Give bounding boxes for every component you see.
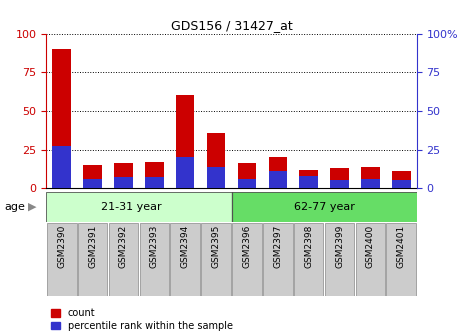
FancyBboxPatch shape (47, 223, 76, 296)
FancyBboxPatch shape (201, 223, 231, 296)
Bar (238, 179, 256, 188)
Text: GSM2390: GSM2390 (57, 225, 66, 268)
Text: GSM2399: GSM2399 (335, 225, 344, 268)
Bar (145, 162, 163, 188)
Text: GSM2394: GSM2394 (181, 225, 190, 268)
Text: GSM2401: GSM2401 (397, 225, 406, 268)
Bar (114, 177, 133, 188)
Text: GSM2392: GSM2392 (119, 225, 128, 268)
Text: GSM2391: GSM2391 (88, 225, 97, 268)
Bar (300, 176, 318, 188)
FancyBboxPatch shape (170, 223, 200, 296)
Text: GSM2400: GSM2400 (366, 225, 375, 268)
Bar (269, 171, 287, 188)
FancyBboxPatch shape (325, 223, 354, 296)
Text: GSM2393: GSM2393 (150, 225, 159, 268)
Bar (52, 49, 71, 188)
Title: GDS156 / 31427_at: GDS156 / 31427_at (171, 19, 292, 33)
Text: 21-31 year: 21-31 year (101, 202, 162, 212)
Bar (176, 157, 194, 188)
Bar (392, 180, 411, 188)
Bar (232, 192, 417, 222)
Bar (83, 165, 102, 188)
FancyBboxPatch shape (387, 223, 416, 296)
Bar (392, 171, 411, 188)
Bar (114, 163, 133, 188)
Bar (52, 146, 71, 188)
Text: GSM2397: GSM2397 (273, 225, 282, 268)
Bar (176, 95, 194, 188)
Text: ▶: ▶ (28, 202, 36, 212)
Text: 62-77 year: 62-77 year (294, 202, 355, 212)
Bar (300, 170, 318, 188)
FancyBboxPatch shape (109, 223, 138, 296)
Bar (269, 157, 287, 188)
Text: GSM2396: GSM2396 (243, 225, 251, 268)
FancyBboxPatch shape (263, 223, 293, 296)
Bar (46, 192, 232, 222)
Text: GSM2398: GSM2398 (304, 225, 313, 268)
FancyBboxPatch shape (139, 223, 169, 296)
Bar (46, 192, 232, 222)
FancyBboxPatch shape (356, 223, 385, 296)
Bar (330, 180, 349, 188)
Text: GSM2395: GSM2395 (212, 225, 220, 268)
FancyBboxPatch shape (294, 223, 324, 296)
FancyBboxPatch shape (232, 223, 262, 296)
Bar (207, 132, 225, 188)
Legend: count, percentile rank within the sample: count, percentile rank within the sample (51, 308, 233, 331)
Bar (232, 192, 417, 222)
Bar (238, 163, 256, 188)
Text: age: age (5, 202, 25, 212)
Bar (83, 179, 102, 188)
FancyBboxPatch shape (78, 223, 107, 296)
Bar (361, 167, 380, 188)
Bar (145, 177, 163, 188)
Bar (361, 179, 380, 188)
Bar (207, 167, 225, 188)
Bar (330, 168, 349, 188)
